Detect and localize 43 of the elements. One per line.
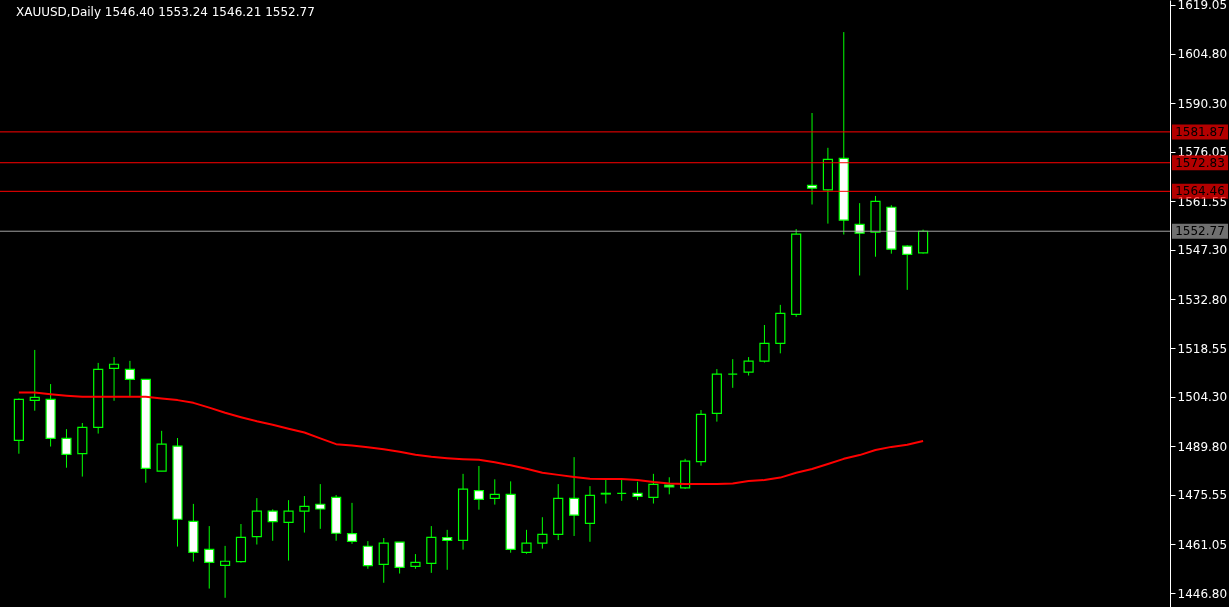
candlestick: [600, 479, 611, 505]
y-tick-label: 1504.30: [1177, 390, 1228, 405]
y-tick-label: 1446.80: [1177, 586, 1228, 601]
candlestick: [299, 495, 310, 534]
candlestick: [743, 356, 754, 377]
candlestick: [632, 481, 643, 501]
ref-line-label: 1552.77: [1175, 224, 1225, 239]
candlestick: [917, 229, 929, 255]
y-tick-label: 1532.80: [1177, 292, 1228, 307]
candlestick: [362, 540, 373, 570]
candlestick: [521, 529, 532, 555]
y-tick-label: 1547.30: [1177, 243, 1228, 258]
candlestick: [806, 112, 818, 205]
candlestick: [220, 545, 231, 599]
candlestick: [473, 465, 485, 511]
y-tick-label: 1590.30: [1177, 96, 1228, 111]
candlestick: [108, 356, 120, 402]
y-tick-label: 1604.80: [1177, 47, 1228, 62]
ref-line-label: 1581.87: [1175, 124, 1225, 139]
candlestick: [442, 529, 453, 571]
candlestick: [759, 324, 770, 364]
candlestick: [378, 537, 389, 584]
candlestick: [854, 202, 865, 277]
y-tick-label: 1489.80: [1177, 439, 1228, 454]
candlestick: [29, 349, 40, 412]
y-tick-label: 1475.55: [1177, 488, 1228, 503]
candlestick: [61, 428, 72, 469]
candlestick: [267, 508, 278, 542]
y-tick-label: 1619.05: [1177, 0, 1228, 13]
chart-title: XAUUSD,Daily 1546.40 1553.24 1546.21 1552.77: [16, 5, 315, 19]
candlestick: [346, 502, 358, 545]
candlestick: [648, 473, 659, 505]
y-tick-label: 1461.05: [1177, 537, 1228, 552]
candlestick: [902, 244, 913, 291]
candlestick: [124, 360, 136, 397]
candlestick: [489, 478, 500, 506]
y-tick-label: 1518.55: [1177, 341, 1228, 356]
candlestick: [315, 483, 326, 530]
candlestick: [283, 499, 294, 562]
candlestick: [204, 525, 215, 590]
candlestick: [568, 456, 580, 537]
candlestick: [537, 516, 548, 550]
ref-line-label: 1572.83: [1175, 155, 1225, 170]
